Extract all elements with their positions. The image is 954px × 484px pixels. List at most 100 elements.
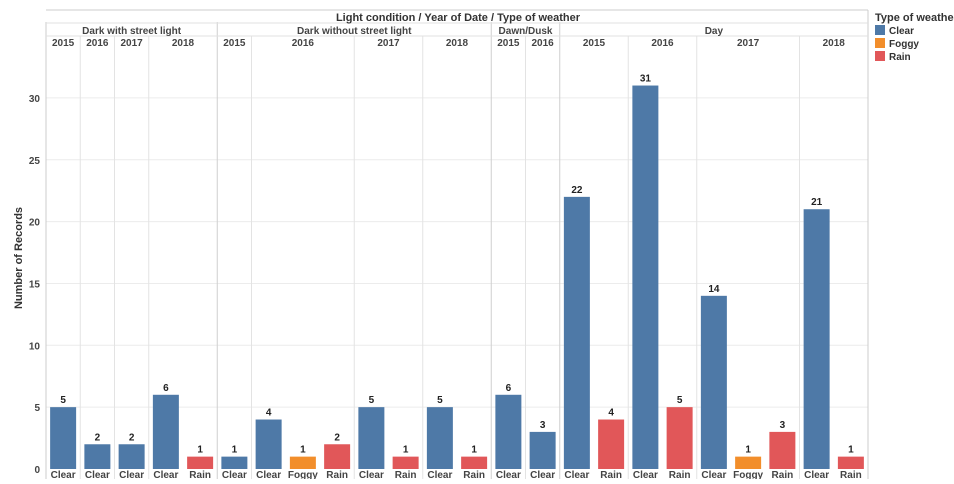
- data-label: 5: [677, 395, 683, 406]
- x-tick-label: Rain: [395, 470, 417, 479]
- chart-title: Light condition / Year of Date / Type of…: [336, 12, 581, 24]
- bar: [598, 419, 625, 469]
- x-tick-label: Clear: [496, 470, 521, 479]
- bar: [632, 85, 659, 469]
- group-header: Dark without street light: [297, 26, 412, 37]
- y-tick-label: 10: [29, 341, 41, 352]
- x-tick-label: Rain: [669, 470, 691, 479]
- x-tick-label: Foggy: [733, 470, 763, 479]
- legend-label: Foggy: [889, 39, 919, 50]
- bar: [495, 394, 522, 469]
- year-header: 2018: [446, 38, 469, 49]
- x-tick-label: Clear: [85, 470, 110, 479]
- x-tick-label: Clear: [51, 470, 76, 479]
- x-tick-label: Clear: [633, 470, 658, 479]
- group-header: Dark with street light: [82, 26, 182, 37]
- year-header: 2018: [172, 38, 195, 49]
- data-label: 1: [471, 445, 477, 456]
- x-tick-label: Clear: [427, 470, 452, 479]
- legend-swatch: [875, 51, 885, 61]
- bar: [255, 419, 282, 469]
- y-tick-label: 30: [29, 94, 41, 105]
- x-tick-label: Foggy: [288, 470, 318, 479]
- x-tick-label: Clear: [119, 470, 144, 479]
- data-label: 1: [848, 445, 854, 456]
- data-label: 2: [334, 432, 340, 443]
- gridlines: [46, 97, 868, 408]
- legend-swatch: [875, 25, 885, 35]
- x-tick-label: Rain: [326, 470, 348, 479]
- bar: [837, 456, 864, 469]
- legend-label: Rain: [889, 52, 911, 63]
- x-tick-label: Rain: [189, 470, 211, 479]
- data-label: 1: [745, 445, 751, 456]
- bar: [50, 407, 77, 469]
- bar: [358, 407, 385, 469]
- x-tick-label: Clear: [222, 470, 247, 479]
- data-label: 2: [129, 432, 135, 443]
- bar: [803, 209, 830, 470]
- year-header: 2015: [583, 38, 606, 49]
- data-label: 3: [540, 420, 546, 431]
- bar: [221, 456, 248, 469]
- y-tick-label: 0: [34, 465, 40, 476]
- year-header: 2017: [377, 38, 400, 49]
- group-header: Dawn/Dusk: [499, 26, 553, 37]
- bar: [461, 456, 488, 469]
- y-tick-label: 25: [29, 156, 41, 167]
- data-label: 6: [506, 383, 512, 394]
- legend-title: Type of weathe: [875, 12, 954, 24]
- data-label: 4: [266, 408, 272, 419]
- year-header: 2015: [52, 38, 75, 49]
- bar: [769, 431, 796, 469]
- data-label: 5: [437, 395, 443, 406]
- x-tick-label: Rain: [600, 470, 622, 479]
- x-tick-label: Clear: [359, 470, 384, 479]
- data-label: 1: [232, 445, 238, 456]
- x-tick-label: Rain: [463, 470, 485, 479]
- pane-separators: [45, 9, 869, 479]
- bar: [666, 407, 693, 469]
- bar: [84, 444, 111, 469]
- data-label: 6: [163, 383, 169, 394]
- year-header: 2016: [532, 38, 555, 49]
- data-label: 4: [608, 408, 614, 419]
- data-label: 3: [780, 420, 786, 431]
- group-header: Day: [705, 26, 724, 37]
- data-label: 21: [811, 197, 823, 208]
- y-axis-title: Number of Records: [13, 207, 25, 309]
- x-tick-label: Rain: [772, 470, 794, 479]
- bar: [700, 295, 727, 469]
- bar: [735, 456, 762, 469]
- bar: [289, 456, 316, 469]
- year-header: 2017: [121, 38, 144, 49]
- x-tick-label: Clear: [256, 470, 281, 479]
- y-tick-label: 15: [29, 279, 41, 290]
- bars: [50, 85, 864, 470]
- year-header: 2017: [737, 38, 760, 49]
- data-label: 5: [60, 395, 66, 406]
- bar: [187, 456, 214, 469]
- y-tick-label: 20: [29, 218, 41, 229]
- y-tick-label: 5: [34, 403, 40, 414]
- bar: [152, 394, 179, 469]
- bar: [324, 444, 351, 469]
- year-header: 2018: [823, 38, 846, 49]
- bar: [118, 444, 145, 469]
- x-tick-label: Clear: [153, 470, 178, 479]
- data-label: 1: [300, 445, 306, 456]
- x-tick-label: Clear: [701, 470, 726, 479]
- data-label: 31: [640, 74, 652, 85]
- data-label: 5: [369, 395, 375, 406]
- bar: [392, 456, 419, 469]
- year-header: 2015: [223, 38, 246, 49]
- bar: [563, 196, 590, 470]
- data-label: 1: [197, 445, 203, 456]
- column-headers: Light condition / Year of Date / Type of…: [52, 12, 845, 49]
- x-tick-label: Clear: [564, 470, 589, 479]
- year-header: 2015: [497, 38, 520, 49]
- bar: [529, 431, 556, 469]
